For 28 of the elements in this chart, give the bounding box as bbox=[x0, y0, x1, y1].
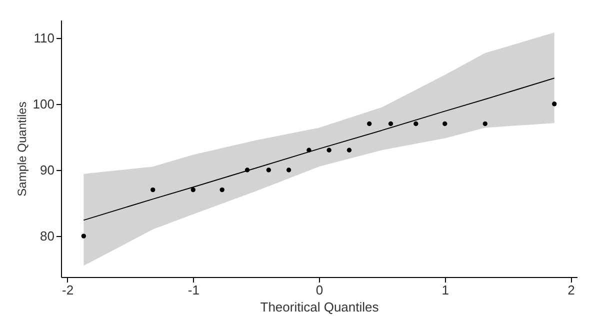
line-series bbox=[83, 78, 555, 221]
x-axis-title: Theoritical Quantiles bbox=[260, 300, 380, 314]
point bbox=[244, 168, 250, 172]
y-tick-label: 80 bbox=[40, 228, 54, 244]
x-tick-label: 1 bbox=[442, 282, 449, 298]
point bbox=[388, 121, 394, 126]
y-tick-label: 100 bbox=[32, 96, 54, 112]
x-tick-label: 2 bbox=[568, 282, 575, 298]
y-axis-title: Sample Quantiles bbox=[14, 102, 29, 196]
point bbox=[266, 168, 272, 172]
point bbox=[482, 121, 488, 126]
point bbox=[81, 234, 86, 238]
point bbox=[326, 148, 332, 152]
point bbox=[346, 148, 352, 152]
point bbox=[366, 121, 372, 126]
point bbox=[190, 187, 196, 192]
x-tick-label: 0 bbox=[316, 282, 324, 298]
point bbox=[414, 121, 418, 126]
x-tick-label: -2 bbox=[62, 282, 74, 298]
y-tick-label: 110 bbox=[34, 30, 54, 46]
point bbox=[286, 168, 292, 172]
x-tick-label: -1 bbox=[188, 282, 200, 298]
point bbox=[150, 187, 156, 192]
point bbox=[306, 148, 312, 152]
point bbox=[552, 102, 557, 106]
point bbox=[220, 187, 224, 192]
point bbox=[442, 121, 448, 126]
y-tick-label: 90 bbox=[40, 162, 54, 178]
